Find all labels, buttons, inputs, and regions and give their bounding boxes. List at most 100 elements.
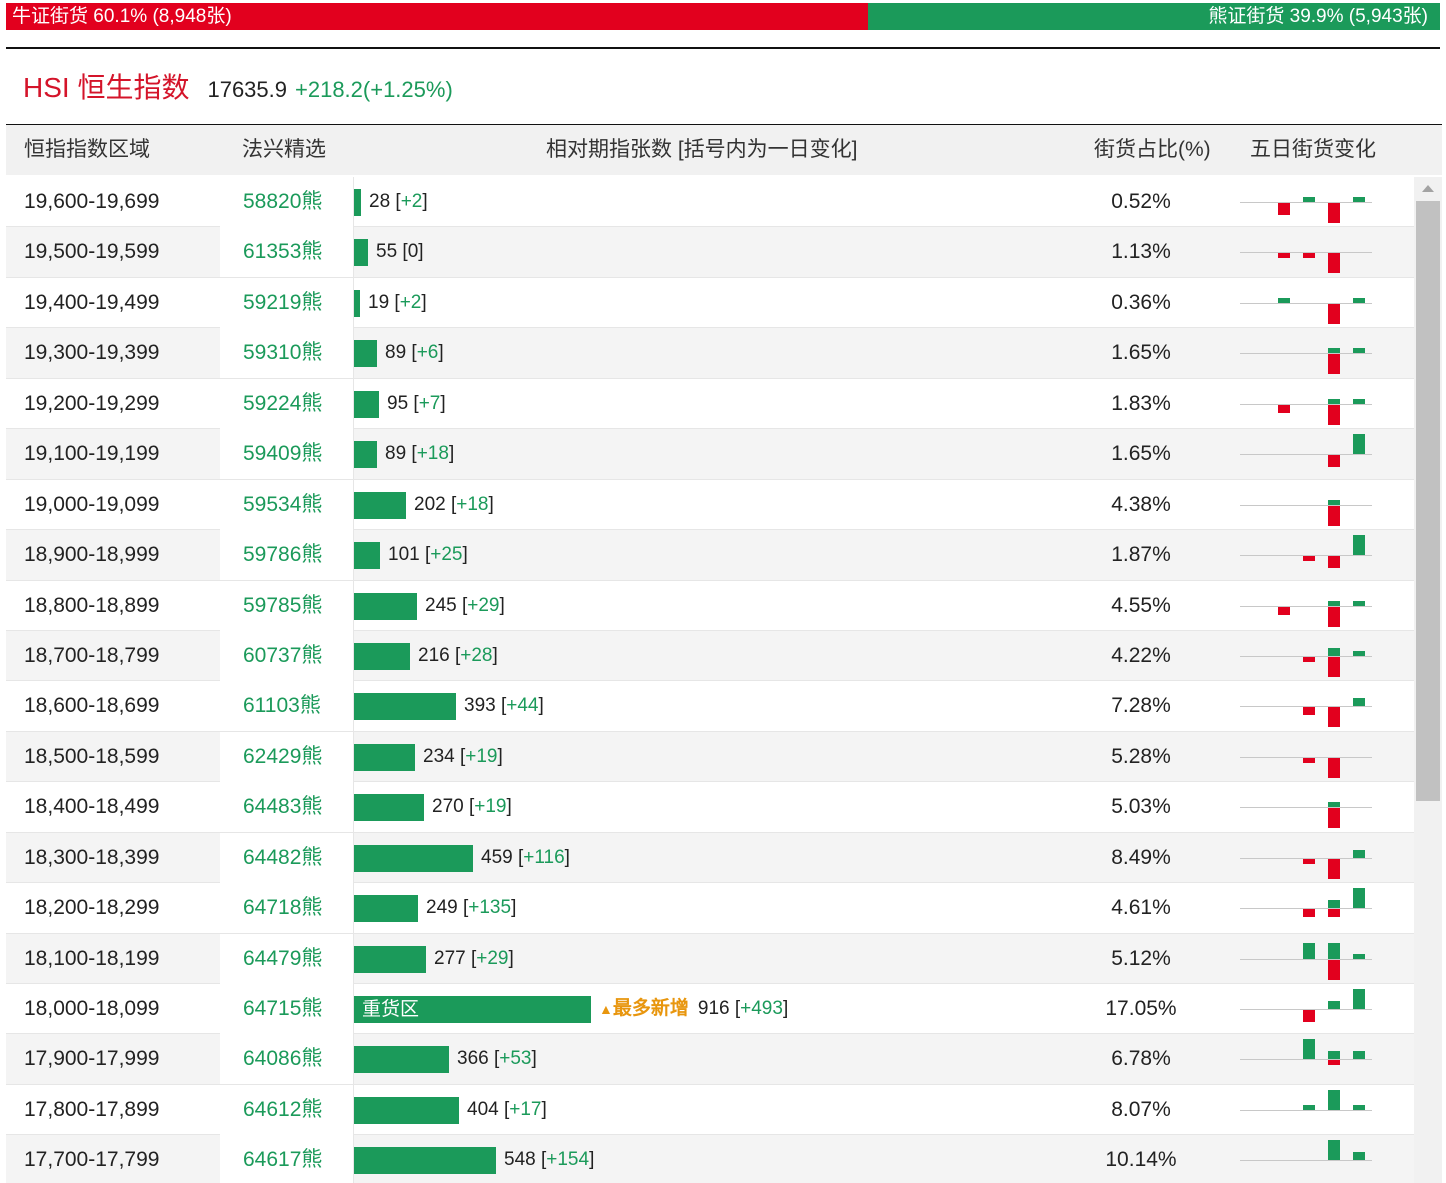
five-day-sparkline bbox=[1240, 782, 1372, 832]
outstanding-pct: 8.07% bbox=[1111, 1097, 1171, 1121]
table-row: 18,800-18,899 59785熊 245 [+29] 4.55% bbox=[6, 580, 1414, 631]
sparkline-column bbox=[1278, 297, 1290, 303]
daily-change: +29 bbox=[467, 594, 500, 616]
sparkline-column bbox=[1353, 698, 1365, 707]
sparkline-column bbox=[1353, 1152, 1365, 1161]
five-day-sparkline bbox=[1240, 429, 1372, 479]
warrant-code-link[interactable]: 59409熊 bbox=[243, 442, 323, 466]
table-row: 19,100-19,199 59409熊 89 [+18] 1.65% bbox=[6, 429, 1414, 480]
vertical-scrollbar[interactable] bbox=[1414, 177, 1442, 1183]
table-row: 17,900-17,999 64086熊 366 [+53] 6.78% bbox=[6, 1034, 1414, 1085]
sparkline-column bbox=[1328, 505, 1340, 526]
warrant-code-link[interactable]: 64086熊 bbox=[243, 1047, 323, 1071]
count-bar-area: 28 [+2] bbox=[354, 177, 1074, 227]
five-day-sparkline bbox=[1240, 833, 1372, 883]
outstanding-pct: 0.52% bbox=[1111, 190, 1171, 213]
sparkline-column bbox=[1303, 858, 1315, 864]
warrant-code-link[interactable]: 62429熊 bbox=[243, 744, 323, 768]
bull-pct: 60.1% bbox=[93, 6, 148, 27]
code-cell: 61353熊 bbox=[220, 227, 354, 278]
warrant-code-link[interactable]: 58820熊 bbox=[243, 190, 323, 213]
table-row: 18,500-18,599 62429熊 234 [+19] 5.28% bbox=[6, 731, 1414, 783]
contract-count: 366 bbox=[457, 1048, 489, 1070]
sparkline-column bbox=[1328, 1051, 1340, 1060]
sparkline-column bbox=[1328, 203, 1340, 223]
contract-count: 202 bbox=[414, 493, 446, 515]
daily-change: +7 bbox=[418, 392, 441, 414]
sparkline-column bbox=[1328, 1089, 1340, 1110]
count-bar bbox=[354, 340, 377, 368]
count-label: 95 [+7] bbox=[387, 392, 446, 414]
warrant-code-link[interactable]: 64715熊 bbox=[243, 997, 323, 1020]
warrant-code-link[interactable]: 59310熊 bbox=[243, 341, 323, 365]
count-bar-area: 404 [+17] bbox=[354, 1085, 1074, 1135]
code-cell: 64718熊 bbox=[220, 883, 354, 934]
five-day-sparkline bbox=[1240, 379, 1372, 429]
outstanding-pct: 1.65% bbox=[1111, 442, 1171, 466]
header-pct: 街货占比(%) bbox=[1094, 138, 1211, 161]
sparkline-column bbox=[1328, 253, 1340, 274]
sparkline-column bbox=[1353, 1104, 1365, 1110]
warrant-code-link[interactable]: 64482熊 bbox=[243, 845, 323, 869]
count-bar-area: 216 [+28] bbox=[354, 631, 1074, 681]
warrant-code-link[interactable]: 64617熊 bbox=[243, 1148, 323, 1172]
warrant-code-link[interactable]: 59219熊 bbox=[243, 290, 323, 314]
warrant-code-link[interactable]: 59224熊 bbox=[243, 391, 323, 415]
warrant-code-link[interactable]: 61353熊 bbox=[243, 240, 323, 264]
bull-count: (8,948张) bbox=[152, 6, 232, 27]
range-cell: 19,300-19,399 bbox=[24, 341, 160, 365]
daily-change: +2 bbox=[399, 291, 422, 313]
range-cell: 18,300-18,399 bbox=[24, 845, 160, 869]
daily-change: +2 bbox=[400, 191, 423, 212]
sparkline-column bbox=[1353, 434, 1365, 455]
outstanding-pct: 17.05% bbox=[1105, 997, 1177, 1020]
five-day-sparkline bbox=[1240, 530, 1372, 580]
five-day-sparkline bbox=[1240, 1135, 1372, 1183]
range-cell: 18,200-18,299 bbox=[24, 896, 160, 920]
sparkline-axis bbox=[1240, 605, 1372, 607]
sparkline-column bbox=[1328, 600, 1340, 606]
sparkline-axis bbox=[1240, 504, 1372, 506]
count-label: 249 [+135] bbox=[426, 897, 517, 919]
contract-count: 89 bbox=[385, 342, 407, 364]
contract-count: 393 bbox=[464, 695, 496, 717]
warrant-code-link[interactable]: 60737熊 bbox=[243, 643, 323, 667]
warrant-code-link[interactable]: 59785熊 bbox=[243, 593, 323, 617]
warrant-code-link[interactable]: 59534熊 bbox=[243, 492, 323, 516]
outstanding-pct: 5.12% bbox=[1111, 946, 1171, 970]
index-name[interactable]: HSI 恒生指数 bbox=[23, 72, 190, 103]
count-bar bbox=[354, 592, 417, 620]
sparkline-axis bbox=[1240, 403, 1372, 405]
contract-count: 404 bbox=[467, 1098, 499, 1120]
count-bar-area: 270 [+19] bbox=[354, 782, 1074, 832]
sparkline-column bbox=[1303, 707, 1315, 716]
sparkline-axis bbox=[1240, 353, 1372, 355]
warrant-code-link[interactable]: 64479熊 bbox=[243, 946, 323, 970]
outstanding-pct: 1.65% bbox=[1111, 341, 1171, 365]
count-bar-area: 277 [+29] bbox=[354, 934, 1074, 984]
range-cell: 18,100-18,199 bbox=[24, 946, 160, 970]
table-row: 18,000-18,099 64715熊 重货区 ▲最多新增 916 [+493] 17.… bbox=[6, 984, 1414, 1035]
code-cell: 64617熊 bbox=[220, 1135, 354, 1183]
code-cell: 60737熊 bbox=[220, 630, 354, 681]
sparkline-column bbox=[1328, 404, 1340, 425]
sparkline-column bbox=[1353, 989, 1365, 1009]
warrant-code-link[interactable]: 61103熊 bbox=[243, 694, 321, 718]
daily-change: +18 bbox=[456, 493, 489, 515]
contract-count: 95 bbox=[387, 392, 409, 414]
contract-count: 55 bbox=[376, 241, 398, 263]
warrant-code-link[interactable]: 64718熊 bbox=[243, 896, 323, 920]
scrollbar-thumb[interactable] bbox=[1416, 201, 1440, 801]
warrant-code-link[interactable]: 64612熊 bbox=[243, 1097, 323, 1121]
bull-ratio-segment: 牛证街货 60.1% (8,948张) bbox=[6, 3, 868, 30]
warrant-code-link[interactable]: 64483熊 bbox=[243, 795, 323, 819]
scroll-up-icon[interactable] bbox=[1422, 185, 1434, 192]
count-bar-area: 89 [+6] bbox=[354, 328, 1074, 378]
warrant-code-link[interactable]: 59786熊 bbox=[243, 543, 323, 567]
up-triangle-icon: ▲ bbox=[599, 1001, 613, 1017]
sparkline-column bbox=[1328, 802, 1340, 808]
count-bar bbox=[354, 693, 456, 721]
count-bar bbox=[354, 390, 379, 418]
table-row: 18,700-18,799 60737熊 216 [+28] 4.22% bbox=[6, 630, 1414, 682]
sparkline-axis bbox=[1240, 655, 1372, 657]
